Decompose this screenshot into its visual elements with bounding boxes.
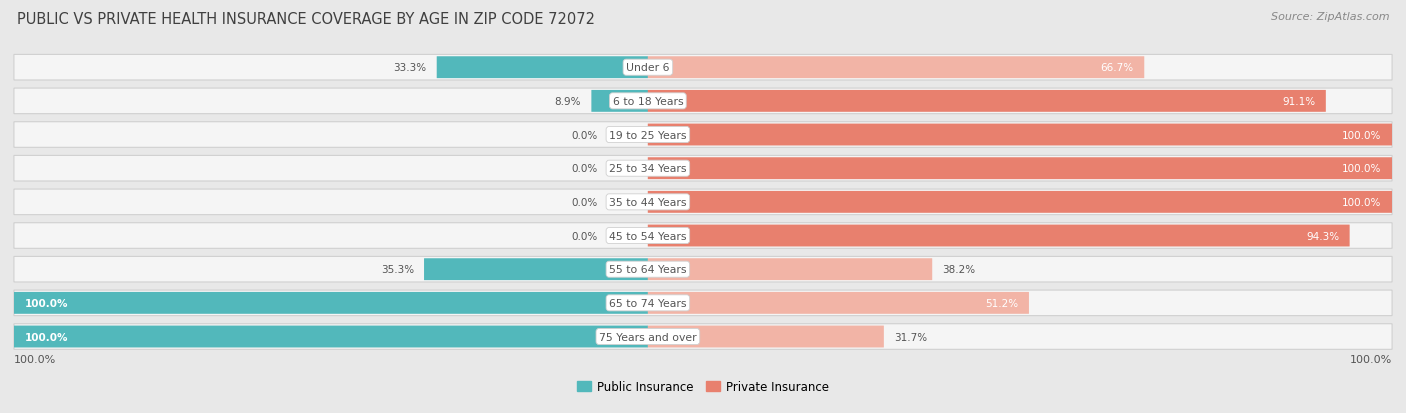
Text: 94.3%: 94.3% [1306, 231, 1339, 241]
Legend: Public Insurance, Private Insurance: Public Insurance, Private Insurance [572, 376, 834, 398]
Text: 100.0%: 100.0% [24, 298, 67, 308]
Text: 38.2%: 38.2% [942, 265, 976, 275]
FancyBboxPatch shape [14, 156, 1392, 182]
Text: 55 to 64 Years: 55 to 64 Years [609, 265, 686, 275]
Text: 31.7%: 31.7% [894, 332, 927, 342]
Text: 0.0%: 0.0% [571, 231, 598, 241]
FancyBboxPatch shape [592, 91, 648, 112]
FancyBboxPatch shape [648, 326, 884, 348]
Text: 0.0%: 0.0% [571, 164, 598, 174]
Text: 100.0%: 100.0% [14, 354, 56, 364]
FancyBboxPatch shape [14, 292, 648, 314]
Text: 45 to 54 Years: 45 to 54 Years [609, 231, 686, 241]
FancyBboxPatch shape [14, 89, 1392, 114]
FancyBboxPatch shape [648, 91, 1326, 112]
FancyBboxPatch shape [14, 223, 1392, 249]
Text: 91.1%: 91.1% [1282, 97, 1316, 107]
Text: 25 to 34 Years: 25 to 34 Years [609, 164, 686, 174]
FancyBboxPatch shape [14, 122, 1392, 148]
Text: 33.3%: 33.3% [394, 63, 426, 73]
Text: 6 to 18 Years: 6 to 18 Years [613, 97, 683, 107]
Text: 100.0%: 100.0% [24, 332, 67, 342]
FancyBboxPatch shape [14, 324, 1392, 349]
Text: 8.9%: 8.9% [554, 97, 581, 107]
Text: 100.0%: 100.0% [1343, 164, 1382, 174]
FancyBboxPatch shape [648, 192, 1392, 213]
FancyBboxPatch shape [648, 292, 1029, 314]
FancyBboxPatch shape [437, 57, 648, 79]
Text: PUBLIC VS PRIVATE HEALTH INSURANCE COVERAGE BY AGE IN ZIP CODE 72072: PUBLIC VS PRIVATE HEALTH INSURANCE COVER… [17, 12, 595, 27]
Text: 66.7%: 66.7% [1101, 63, 1133, 73]
Text: 35.3%: 35.3% [381, 265, 413, 275]
FancyBboxPatch shape [14, 326, 648, 348]
Text: 19 to 25 Years: 19 to 25 Years [609, 130, 686, 140]
Text: 35 to 44 Years: 35 to 44 Years [609, 197, 686, 207]
FancyBboxPatch shape [648, 259, 932, 280]
Text: Under 6: Under 6 [626, 63, 669, 73]
Text: 75 Years and over: 75 Years and over [599, 332, 697, 342]
FancyBboxPatch shape [425, 259, 648, 280]
Text: 100.0%: 100.0% [1343, 197, 1382, 207]
FancyBboxPatch shape [14, 257, 1392, 282]
Text: Source: ZipAtlas.com: Source: ZipAtlas.com [1271, 12, 1389, 22]
Text: 51.2%: 51.2% [986, 298, 1018, 308]
Text: 0.0%: 0.0% [571, 197, 598, 207]
FancyBboxPatch shape [648, 225, 1350, 247]
Text: 0.0%: 0.0% [571, 130, 598, 140]
Text: 100.0%: 100.0% [1350, 354, 1392, 364]
FancyBboxPatch shape [648, 124, 1392, 146]
FancyBboxPatch shape [14, 190, 1392, 215]
Text: 65 to 74 Years: 65 to 74 Years [609, 298, 686, 308]
FancyBboxPatch shape [648, 158, 1392, 180]
FancyBboxPatch shape [14, 290, 1392, 316]
Text: 100.0%: 100.0% [1343, 130, 1382, 140]
FancyBboxPatch shape [14, 55, 1392, 81]
FancyBboxPatch shape [648, 57, 1144, 79]
